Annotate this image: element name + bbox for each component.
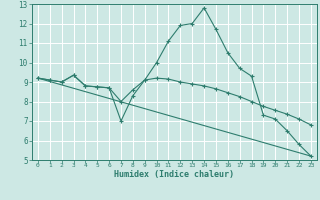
X-axis label: Humidex (Indice chaleur): Humidex (Indice chaleur): [115, 170, 234, 179]
